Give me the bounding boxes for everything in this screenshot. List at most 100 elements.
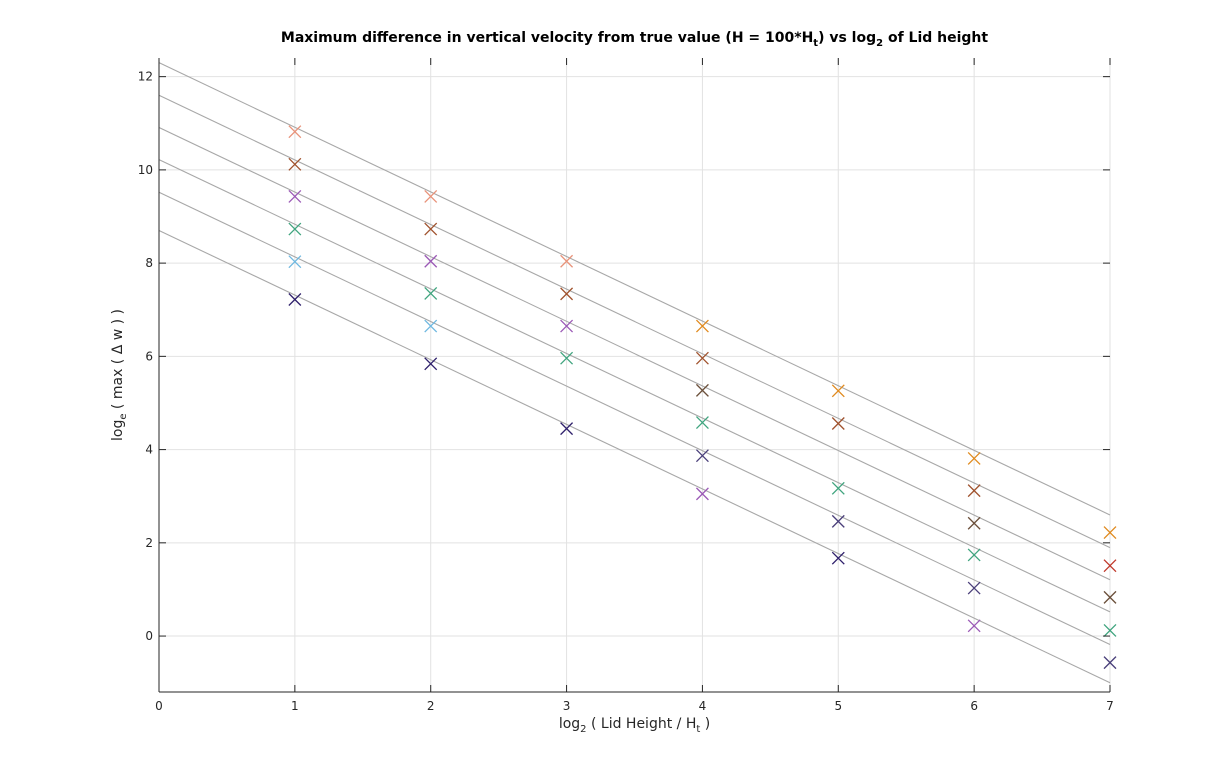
y-tick-label: 8	[145, 256, 153, 270]
data-point-marker	[967, 484, 981, 498]
marker-stroke	[560, 422, 574, 436]
y-tick-label: 4	[145, 443, 153, 457]
data-point-marker	[831, 551, 845, 565]
marker-stroke	[288, 157, 302, 171]
marker-stroke	[967, 516, 981, 530]
data-point-marker	[424, 286, 438, 300]
x-tick-label: 0	[155, 699, 163, 713]
marker-stroke	[1103, 559, 1117, 573]
marker-stroke	[288, 189, 302, 203]
marker-stroke	[695, 319, 709, 333]
data-point-marker	[1103, 559, 1117, 573]
marker-stroke	[288, 293, 302, 306]
marker-stroke	[560, 254, 574, 268]
marker-stroke	[967, 548, 981, 562]
marker-stroke	[967, 581, 981, 595]
x-tick-label: 7	[1106, 699, 1114, 713]
data-point-marker	[560, 319, 574, 333]
y-axis-label: loge ( max ( Δ w ) )	[110, 308, 129, 442]
marker-stroke	[831, 417, 845, 430]
data-point-marker	[831, 514, 845, 528]
data-point-marker	[967, 581, 981, 595]
data-point-marker	[967, 548, 981, 562]
fit-line	[158, 62, 1111, 516]
data-point-marker	[560, 422, 574, 436]
axes	[158, 58, 1111, 693]
chart-title: Maximum difference in vertical velocity …	[280, 30, 989, 49]
data-point-marker	[288, 222, 302, 236]
plot-area	[159, 58, 1110, 692]
fit-line	[158, 191, 1111, 646]
marker-stroke	[695, 383, 709, 397]
data-point-marker	[967, 619, 981, 633]
data-point-marker	[1103, 624, 1117, 637]
marker-stroke	[288, 255, 302, 269]
y-tick-label: 2	[145, 536, 153, 550]
data-point-marker	[831, 481, 845, 495]
y-tick-label: 10	[138, 163, 153, 177]
marker-stroke	[424, 286, 438, 300]
grid	[158, 58, 1111, 692]
data-point-marker	[1103, 656, 1117, 670]
y-tick-label: 6	[145, 349, 153, 363]
data-point-marker	[695, 449, 709, 463]
marker-stroke	[967, 451, 981, 465]
marker-stroke	[1103, 526, 1117, 540]
data-point-marker	[967, 516, 981, 530]
marker-stroke	[424, 319, 438, 333]
marker-stroke	[695, 449, 709, 463]
data-point-marker	[424, 254, 438, 268]
fit-lines	[158, 62, 1111, 684]
data-point-marker	[288, 125, 302, 139]
x-axis-label: log2 ( Lid Height / Ht )	[558, 716, 711, 735]
data-point-marker	[560, 254, 574, 268]
marker-stroke	[560, 319, 574, 333]
data-point-marker	[967, 451, 981, 465]
data-point-marker	[695, 351, 709, 365]
marker-stroke	[288, 125, 302, 139]
marker-stroke	[831, 551, 845, 565]
marker-stroke	[424, 189, 438, 203]
fit-line	[158, 159, 1111, 613]
data-point-marker	[288, 255, 302, 269]
marker-stroke	[424, 357, 438, 371]
data-point-marker	[560, 287, 574, 301]
marker-stroke	[560, 351, 574, 365]
x-tick-label: 4	[699, 699, 707, 713]
data-point-marker	[1103, 526, 1117, 540]
marker-stroke	[1103, 656, 1117, 670]
data-point-marker	[424, 189, 438, 203]
fit-line	[158, 229, 1111, 684]
data-point-marker	[831, 417, 845, 430]
data-point-marker	[424, 357, 438, 371]
marker-stroke	[1103, 590, 1117, 604]
data-markers	[288, 125, 1117, 670]
fit-line	[158, 126, 1111, 581]
marker-stroke	[424, 222, 438, 236]
y-tick-label: 0	[145, 629, 153, 643]
x-tick-label: 3	[563, 699, 571, 713]
fit-line	[158, 94, 1111, 549]
marker-stroke	[831, 514, 845, 528]
marker-stroke	[695, 351, 709, 365]
data-point-marker	[695, 383, 709, 397]
marker-stroke	[560, 287, 574, 301]
marker-stroke	[831, 481, 845, 495]
x-tick-label: 6	[970, 699, 978, 713]
x-tick-label: 2	[427, 699, 435, 713]
data-point-marker	[288, 189, 302, 203]
marker-stroke	[1103, 624, 1117, 637]
data-point-marker	[424, 222, 438, 236]
data-point-marker	[288, 293, 302, 306]
marker-stroke	[831, 384, 845, 398]
marker-stroke	[967, 484, 981, 498]
y-tick-label: 12	[138, 70, 153, 84]
data-point-marker	[695, 416, 709, 430]
marker-stroke	[695, 487, 709, 501]
data-point-marker	[831, 384, 845, 398]
data-point-marker	[424, 319, 438, 333]
data-point-marker	[288, 157, 302, 171]
data-point-marker	[695, 487, 709, 501]
